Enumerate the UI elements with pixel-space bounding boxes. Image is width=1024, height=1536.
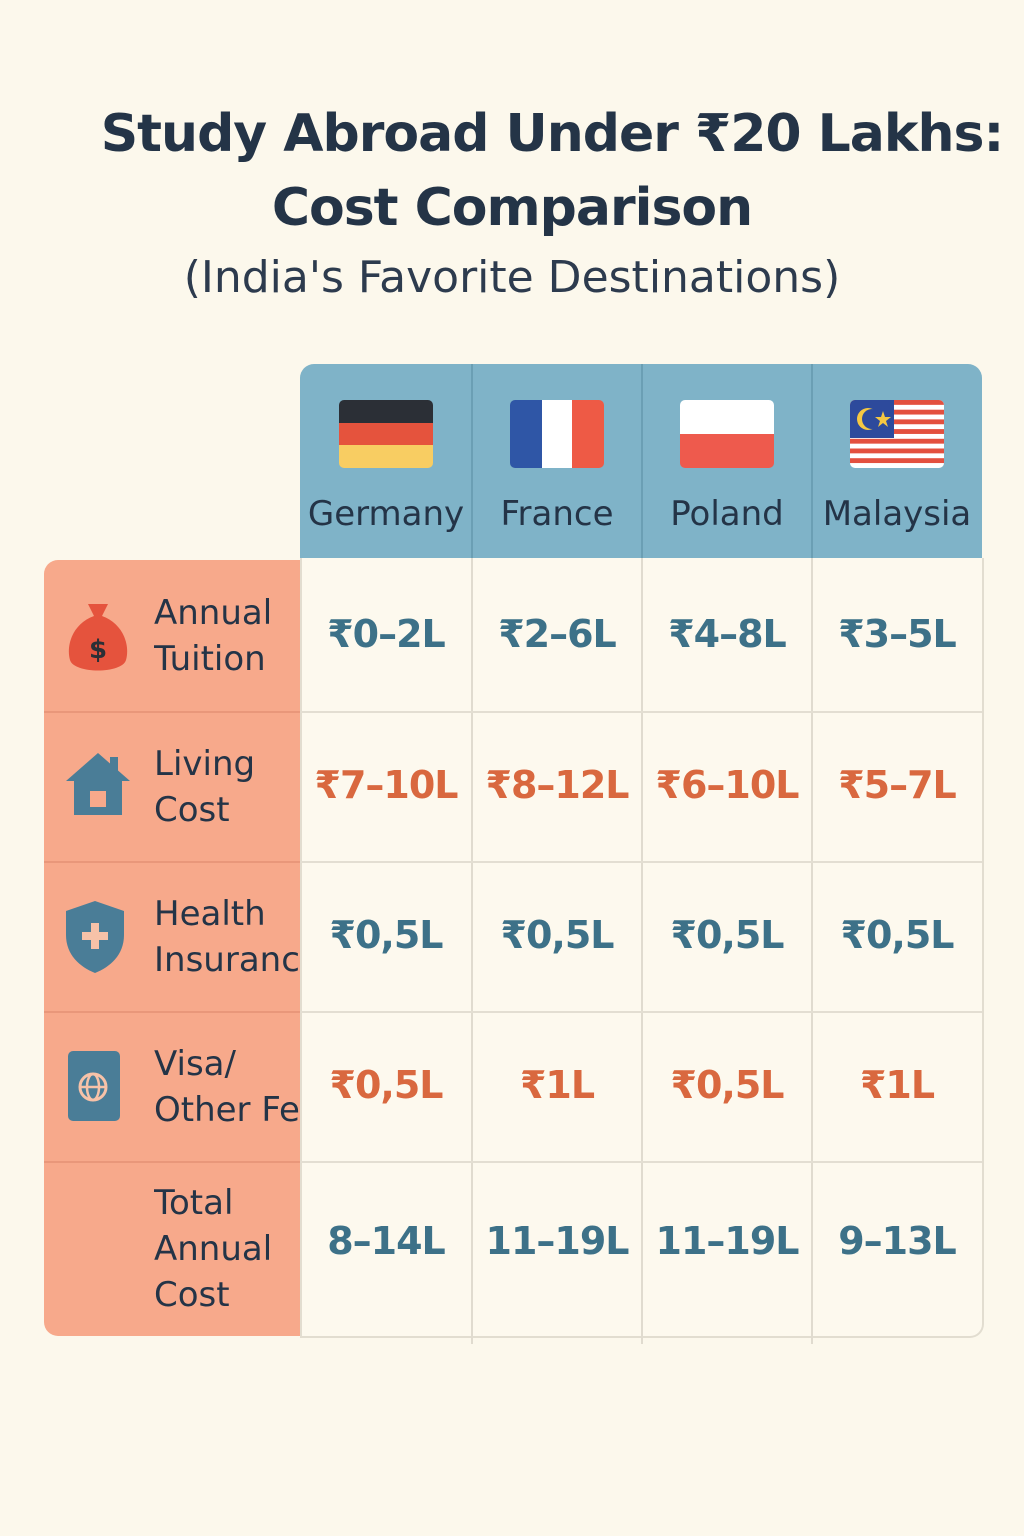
header-divider (641, 364, 643, 558)
table-cell: ₹5–7L (838, 763, 957, 807)
table-cell: 9–13L (838, 1219, 957, 1263)
column-divider (641, 558, 643, 1344)
row-label-1: $ Annual Tuition (44, 560, 300, 712)
shield-plus-icon (64, 899, 132, 973)
row-label-text: Health Insuranc (154, 894, 300, 980)
column-header-label: Germany (307, 494, 465, 534)
row-label-text: Living Cost (154, 744, 256, 830)
money-bag-icon: $ (64, 598, 132, 671)
row-label-text: Annual Tuition (154, 593, 273, 679)
table-cell: ₹1L (519, 1063, 595, 1107)
svg-text:$: $ (89, 635, 107, 665)
cost-comparison-table: Germany France Poland Malaysia $ Annual Tuiti… (44, 364, 984, 1344)
table-cell: ₹4–8L (668, 612, 787, 656)
row-divider (44, 1011, 982, 1013)
row-label-3: Health Insuranc (44, 862, 300, 1012)
row-label-text: Total Annual Cost (154, 1183, 273, 1315)
table-cell: ₹0,5L (670, 913, 785, 957)
column-header-label: Malaysia (822, 494, 972, 534)
chart-title-line-2: Cost Comparison (271, 178, 753, 238)
row-label-4: Visa/ Other Fe (44, 1012, 300, 1162)
header-divider (471, 364, 473, 558)
house-icon (64, 749, 132, 817)
column-header-germany: Germany (300, 364, 472, 558)
table-cell: ₹2–6L (498, 612, 617, 656)
table-cell: 8–14L (327, 1219, 446, 1263)
malaysia-flag-icon (850, 400, 944, 468)
table-cell: 11–19L (485, 1219, 630, 1263)
row-divider-label (44, 861, 300, 863)
row-label-text: Visa/ Other Fe (154, 1044, 300, 1130)
table-cell: 11–19L (655, 1219, 800, 1263)
germany-flag-icon (339, 400, 433, 468)
table-cell: ₹8–12L (485, 763, 630, 807)
table-cell: ₹3–5L (838, 612, 957, 656)
chart-title: Study Abroad Under ₹20 Lakhs: (100, 104, 1005, 164)
table-cell: ₹7–10L (314, 763, 459, 807)
header-divider (811, 364, 813, 558)
table-cell: ₹0,5L (840, 913, 955, 957)
table-cell: ₹0,5L (500, 913, 615, 957)
column-header-label: France (500, 494, 614, 534)
row-divider-label (44, 711, 300, 713)
table-cell: ₹0,5L (329, 1063, 444, 1107)
column-divider (811, 558, 813, 1344)
column-divider (471, 558, 473, 1344)
table-cell: ₹0–2L (327, 612, 446, 656)
france-flag-icon (510, 400, 604, 468)
table-cell: ₹6–10L (655, 763, 800, 807)
row-divider (44, 861, 982, 863)
column-header-malaysia: Malaysia (812, 364, 982, 558)
chart-subtitle: (India's Favorite Destinations) (183, 252, 841, 303)
table-cell: ₹0,5L (329, 913, 444, 957)
row-divider-label (44, 1011, 300, 1013)
row-divider-label (44, 1161, 300, 1163)
column-header-france: France (472, 364, 642, 558)
poland-flag-icon (680, 400, 774, 468)
row-divider (44, 711, 982, 713)
column-header-label: Poland (670, 494, 784, 534)
passport-icon (64, 1049, 132, 1121)
column-header-poland: Poland (642, 364, 812, 558)
row-divider (44, 1161, 982, 1163)
row-label-2: Living Cost (44, 712, 300, 862)
table-cell: ₹1L (859, 1063, 935, 1107)
table-cell: ₹0,5L (670, 1063, 785, 1107)
row-label-5: Total Annual Cost (44, 1162, 300, 1336)
